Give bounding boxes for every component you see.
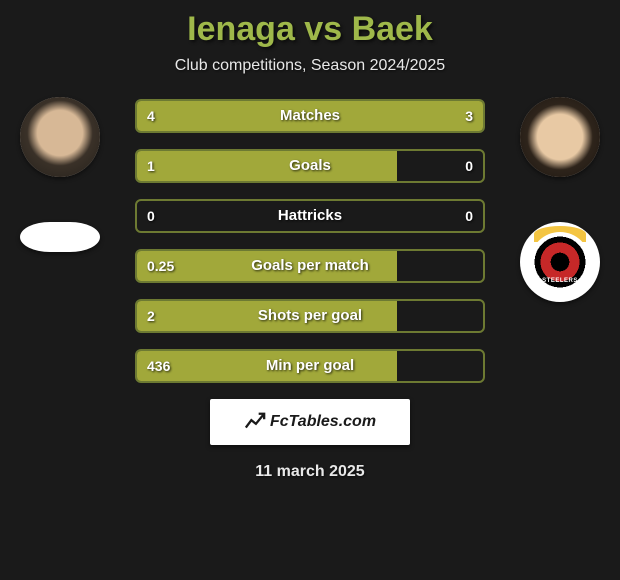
stat-value-right: 0: [465, 201, 473, 231]
stat-label: Goals per match: [137, 251, 483, 281]
club-crest-icon: STEELERS: [530, 232, 590, 292]
page-title: Ienaga vs Baek: [0, 0, 620, 49]
stat-row: 436Min per goal: [135, 349, 485, 383]
face-icon: [20, 97, 100, 177]
stat-bars: 4Matches31Goals00Hattricks00.25Goals per…: [135, 97, 485, 383]
stat-value-right: 3: [465, 101, 473, 131]
stat-row: 4Matches3: [135, 99, 485, 133]
stat-label: Matches: [137, 101, 483, 131]
main-area: STEELERS 4Matches31Goals00Hattricks00.25…: [0, 97, 620, 481]
brand-text: FcTables.com: [270, 413, 376, 431]
stat-label: Shots per goal: [137, 301, 483, 331]
face-icon: [520, 97, 600, 177]
stat-row: 2Shots per goal: [135, 299, 485, 333]
chart-icon: [244, 411, 266, 433]
stat-row: 0.25Goals per match: [135, 249, 485, 283]
stat-value-right: 0: [465, 151, 473, 181]
page-subtitle: Club competitions, Season 2024/2025: [0, 57, 620, 75]
player-left-club-badge: [20, 222, 100, 252]
comparison-card: Ienaga vs Baek Club competitions, Season…: [0, 0, 620, 580]
stat-row: 1Goals0: [135, 149, 485, 183]
date-text: 11 march 2025: [0, 463, 620, 481]
stat-label: Goals: [137, 151, 483, 181]
player-right-avatar: [520, 97, 600, 177]
stat-row: 0Hattricks0: [135, 199, 485, 233]
stat-label: Min per goal: [137, 351, 483, 381]
stat-label: Hattricks: [137, 201, 483, 231]
crest-text: STEELERS: [530, 278, 590, 284]
brand-badge[interactable]: FcTables.com: [210, 399, 410, 445]
player-left-avatar: [20, 97, 100, 177]
player-right-club-badge: STEELERS: [520, 222, 600, 302]
